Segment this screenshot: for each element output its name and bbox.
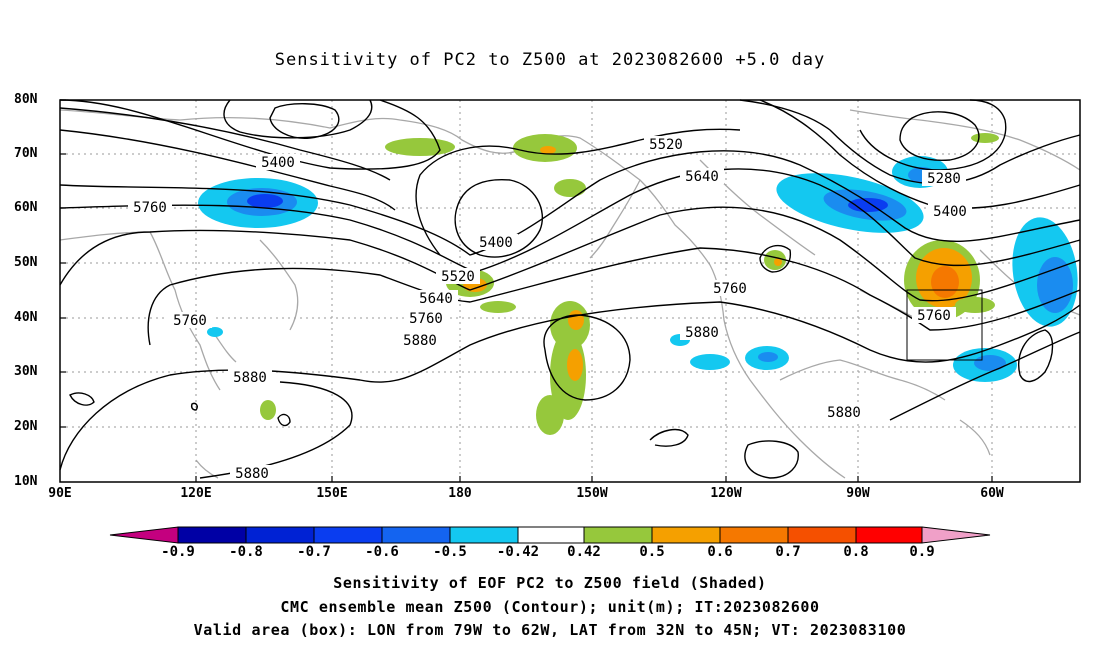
svg-text:5880: 5880 <box>235 466 269 482</box>
lon-label: 180 <box>448 486 472 501</box>
svg-text:5400: 5400 <box>933 204 967 220</box>
contour-label: 5760 <box>404 310 448 327</box>
svg-text:5760: 5760 <box>173 313 207 329</box>
svg-text:5640: 5640 <box>419 291 453 307</box>
valid-area-box <box>906 289 983 361</box>
lon-label: 90W <box>846 486 870 501</box>
contour-label: 5880 <box>398 332 442 349</box>
contour-label: 5760 <box>168 312 212 329</box>
contour-label: 5880 <box>680 324 724 341</box>
contour-label: 5280 <box>922 170 966 187</box>
map-title: Sensitivity of PC2 to Z500 at 2023082600… <box>274 50 826 70</box>
lat-label: 10N <box>14 474 38 489</box>
contour-label: 5640 <box>680 168 724 185</box>
lat-label: 30N <box>14 364 38 379</box>
lon-label: 60W <box>980 486 1004 501</box>
contour-label: 5640 <box>414 290 458 307</box>
lon-label: 90E <box>48 486 72 501</box>
caption-valid-area: Valid area (box): LON from 79W to 62W, L… <box>193 621 907 639</box>
axis-ticks <box>60 99 993 482</box>
contour-label: 5760 <box>708 280 752 297</box>
svg-text:5400: 5400 <box>479 235 513 251</box>
lon-label: 120W <box>710 486 742 501</box>
svg-text:5520: 5520 <box>649 137 683 153</box>
contour-label: 5880 <box>228 369 272 386</box>
contour-label: 5520 <box>436 268 480 285</box>
lat-label: 50N <box>14 255 38 270</box>
contour-label: 5760 <box>128 199 172 216</box>
colorbar-label: -0.5 <box>433 544 467 560</box>
lon-label: 120E <box>180 486 212 501</box>
svg-text:5280: 5280 <box>927 171 961 187</box>
colorbar-label: 0.8 <box>843 544 869 560</box>
lat-label: 70N <box>14 146 38 161</box>
lon-label: 150W <box>576 486 608 501</box>
z500-contours <box>59 99 1081 479</box>
svg-text:5520: 5520 <box>441 269 475 285</box>
contour-label: 5760 <box>912 307 956 324</box>
colorbar-label: 0.42 <box>567 544 601 560</box>
lat-label: 60N <box>14 200 38 215</box>
colorbar-label: 0.6 <box>707 544 733 560</box>
lat-label: 40N <box>14 310 38 325</box>
caption-contour: CMC ensemble mean Z500 (Contour); unit(m… <box>280 598 820 616</box>
colorbar-label: 0.7 <box>775 544 801 560</box>
contour-labels: 5400 5760 5760 5880 5880 5400 5520 5640 … <box>128 136 972 482</box>
colorbar-label: -0.8 <box>229 544 263 560</box>
svg-text:5760: 5760 <box>713 281 747 297</box>
colorbar-label: -0.6 <box>365 544 399 560</box>
map-frame <box>59 99 1081 483</box>
colorbar-label: 0.9 <box>909 544 935 560</box>
svg-text:5880: 5880 <box>233 370 267 386</box>
contour-label: 5880 <box>230 465 274 482</box>
svg-text:5880: 5880 <box>685 325 719 341</box>
caption-shaded: Sensitivity of EOF PC2 to Z500 field (Sh… <box>333 574 767 592</box>
colorbar-label: -0.9 <box>161 544 195 560</box>
colorbar <box>109 526 991 544</box>
contour-label: 5400 <box>474 234 518 251</box>
svg-text:5640: 5640 <box>685 169 719 185</box>
lat-label: 80N <box>14 92 38 107</box>
contour-label: 5400 <box>928 203 972 220</box>
colorbar-label: -0.42 <box>496 544 540 560</box>
lon-label: 150E <box>316 486 348 501</box>
lat-label: 20N <box>14 419 38 434</box>
svg-text:5760: 5760 <box>409 311 443 327</box>
svg-text:5760: 5760 <box>133 200 167 216</box>
contour-label: 5400 <box>256 154 300 171</box>
svg-text:5880: 5880 <box>827 405 861 421</box>
svg-text:5400: 5400 <box>261 155 295 171</box>
colorbar-label: -0.7 <box>297 544 331 560</box>
colorbar-label: 0.5 <box>639 544 665 560</box>
contour-label: 5880 <box>822 404 866 421</box>
svg-text:5880: 5880 <box>403 333 437 349</box>
svg-text:5760: 5760 <box>917 308 951 324</box>
contour-label: 5520 <box>644 136 688 153</box>
